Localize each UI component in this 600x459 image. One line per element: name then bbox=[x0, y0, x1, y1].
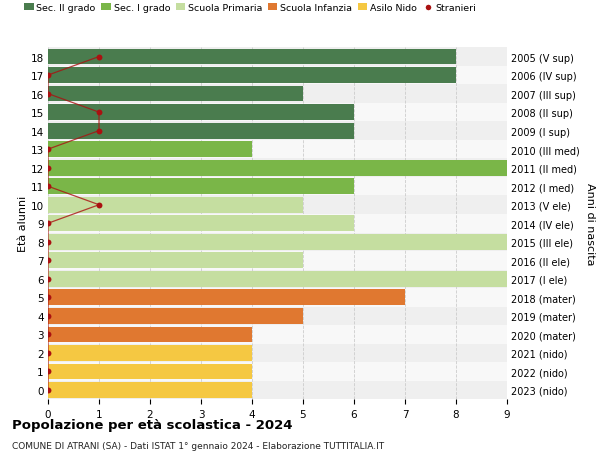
Bar bbox=[48, 364, 252, 380]
Bar bbox=[48, 50, 456, 65]
Bar bbox=[48, 197, 303, 213]
Bar bbox=[48, 123, 354, 139]
Bar bbox=[48, 290, 405, 306]
Bar bbox=[48, 216, 354, 232]
Bar bbox=[48, 233, 507, 252]
Bar bbox=[48, 345, 252, 361]
Bar bbox=[48, 179, 354, 195]
Point bbox=[43, 368, 53, 375]
Point bbox=[94, 109, 104, 117]
Bar bbox=[48, 68, 456, 84]
Bar bbox=[48, 48, 507, 67]
Bar bbox=[48, 382, 252, 398]
Point bbox=[43, 183, 53, 190]
Bar bbox=[48, 288, 507, 307]
Bar bbox=[48, 178, 507, 196]
Bar bbox=[48, 122, 507, 140]
Point bbox=[43, 275, 53, 283]
Point bbox=[43, 146, 53, 153]
Text: Popolazione per età scolastica - 2024: Popolazione per età scolastica - 2024 bbox=[12, 418, 293, 431]
Bar bbox=[48, 327, 252, 342]
Point bbox=[43, 220, 53, 227]
Point bbox=[43, 72, 53, 79]
Bar bbox=[48, 253, 303, 269]
Point bbox=[94, 202, 104, 209]
Bar bbox=[48, 161, 507, 176]
Point bbox=[43, 165, 53, 172]
Bar bbox=[48, 307, 507, 325]
Point bbox=[43, 313, 53, 320]
Bar bbox=[48, 344, 507, 362]
Bar bbox=[48, 362, 507, 381]
Bar bbox=[48, 67, 507, 85]
Point bbox=[43, 331, 53, 338]
Point bbox=[43, 349, 53, 357]
Y-axis label: Anni di nascita: Anni di nascita bbox=[586, 183, 595, 265]
Bar bbox=[48, 104, 507, 122]
Bar bbox=[48, 105, 354, 121]
Bar bbox=[48, 140, 507, 159]
Bar bbox=[48, 252, 507, 270]
Bar bbox=[48, 270, 507, 288]
Point bbox=[94, 54, 104, 61]
Bar bbox=[48, 308, 303, 324]
Bar bbox=[48, 381, 507, 399]
Legend: Sec. II grado, Sec. I grado, Scuola Primaria, Scuola Infanzia, Asilo Nido, Stran: Sec. II grado, Sec. I grado, Scuola Prim… bbox=[20, 0, 479, 17]
Y-axis label: Età alunni: Età alunni bbox=[18, 196, 28, 252]
Bar bbox=[48, 87, 303, 102]
Bar bbox=[48, 196, 507, 214]
Point bbox=[43, 239, 53, 246]
Bar bbox=[48, 235, 507, 250]
Point bbox=[43, 386, 53, 394]
Point bbox=[43, 257, 53, 264]
Bar bbox=[48, 159, 507, 178]
Point bbox=[43, 294, 53, 302]
Bar bbox=[48, 142, 252, 158]
Bar bbox=[48, 271, 507, 287]
Point bbox=[43, 91, 53, 98]
Text: COMUNE DI ATRANI (SA) - Dati ISTAT 1° gennaio 2024 - Elaborazione TUTTITALIA.IT: COMUNE DI ATRANI (SA) - Dati ISTAT 1° ge… bbox=[12, 441, 384, 450]
Bar bbox=[48, 85, 507, 104]
Point bbox=[94, 128, 104, 135]
Bar bbox=[48, 214, 507, 233]
Bar bbox=[48, 325, 507, 344]
